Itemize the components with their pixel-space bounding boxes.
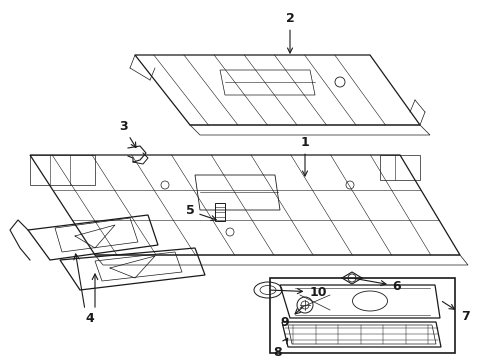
Bar	[269, 278, 454, 353]
Text: 3: 3	[119, 120, 136, 148]
Text: 6: 6	[354, 279, 401, 292]
Text: 5: 5	[185, 204, 216, 221]
Bar	[215, 203, 224, 221]
Text: 7: 7	[442, 301, 468, 323]
Text: 8: 8	[273, 338, 287, 359]
Text: 9: 9	[280, 307, 303, 329]
Text: 10: 10	[270, 285, 326, 298]
Text: 1: 1	[300, 135, 309, 176]
Text: 4: 4	[85, 311, 94, 324]
Text: 2: 2	[285, 12, 294, 53]
